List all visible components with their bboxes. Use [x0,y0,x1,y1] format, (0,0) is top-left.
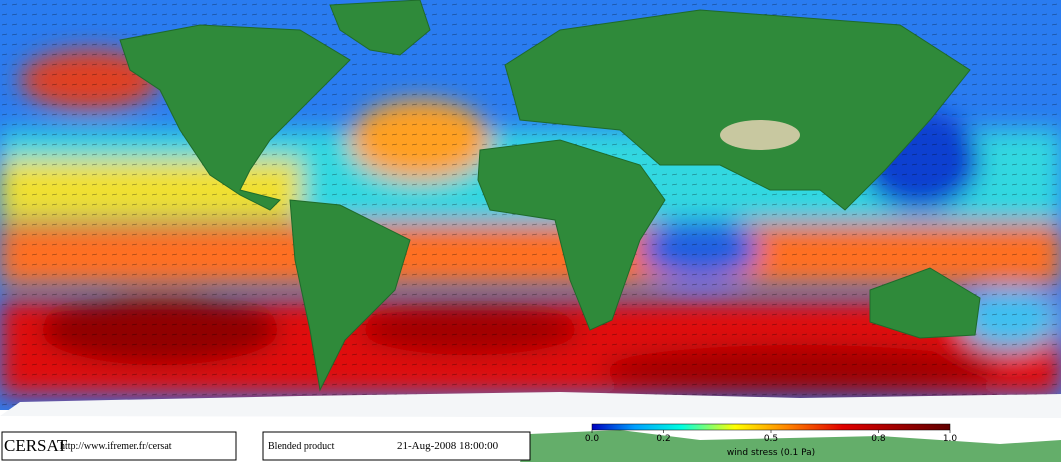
colorbar-tick-label: 0.0 [585,434,600,444]
colorbar-tick-label: 0.2 [656,434,670,444]
antarctica [0,392,1061,418]
product: Blended product [268,441,335,452]
colorbar-label: wind stress (0.1 Pa) [727,448,815,458]
colorbar [591,423,951,431]
antarctica-land [520,430,1061,462]
url: http://www.ifremer.fr/cersat [60,441,172,452]
logo-box [1,431,237,461]
logo: CERSAT [4,436,68,455]
land [119,0,981,392]
product-box [262,431,531,461]
colorbar-tick-label: 1.0 [943,434,958,444]
colorbar-tick-label: 0.8 [871,434,886,444]
colorbar-tick-label: 0.5 [764,434,778,444]
date: 21-Aug-2008 18:00:00 [397,440,499,452]
